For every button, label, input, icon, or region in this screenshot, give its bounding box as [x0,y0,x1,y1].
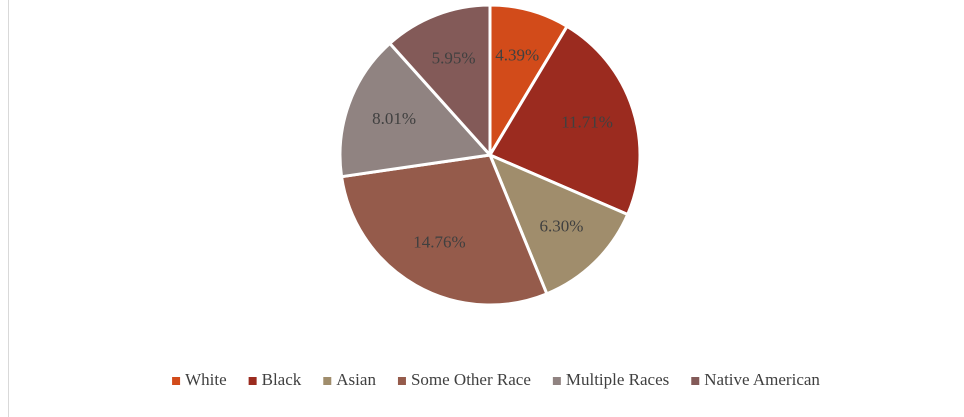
pie-slice [487,24,642,217]
legend-swatch [691,377,700,385]
pie-slice [338,41,493,179]
legend-swatch [552,377,561,385]
pie-slice [339,153,549,307]
data-label: 8.01% [372,109,416,128]
data-label: 5.95% [432,49,476,68]
legend-label: White [185,370,227,389]
data-label: 6.30% [539,217,583,236]
pie-slice [387,3,492,159]
legend-swatch [397,377,406,385]
legend-swatch [248,377,257,385]
legend-swatch [323,377,332,385]
legend-label: Multiple Races [566,370,669,389]
legend-label: Black [262,370,302,389]
pie-slice [487,152,630,296]
legend-label: Some Other Race [411,370,531,389]
data-label: 4.39% [495,46,539,65]
legend-label: Asian [336,370,376,389]
data-label: 14.76% [413,232,465,251]
legend-label: Native American [704,370,820,389]
legend-swatch [172,377,181,385]
data-label: 11.71% [561,113,613,132]
